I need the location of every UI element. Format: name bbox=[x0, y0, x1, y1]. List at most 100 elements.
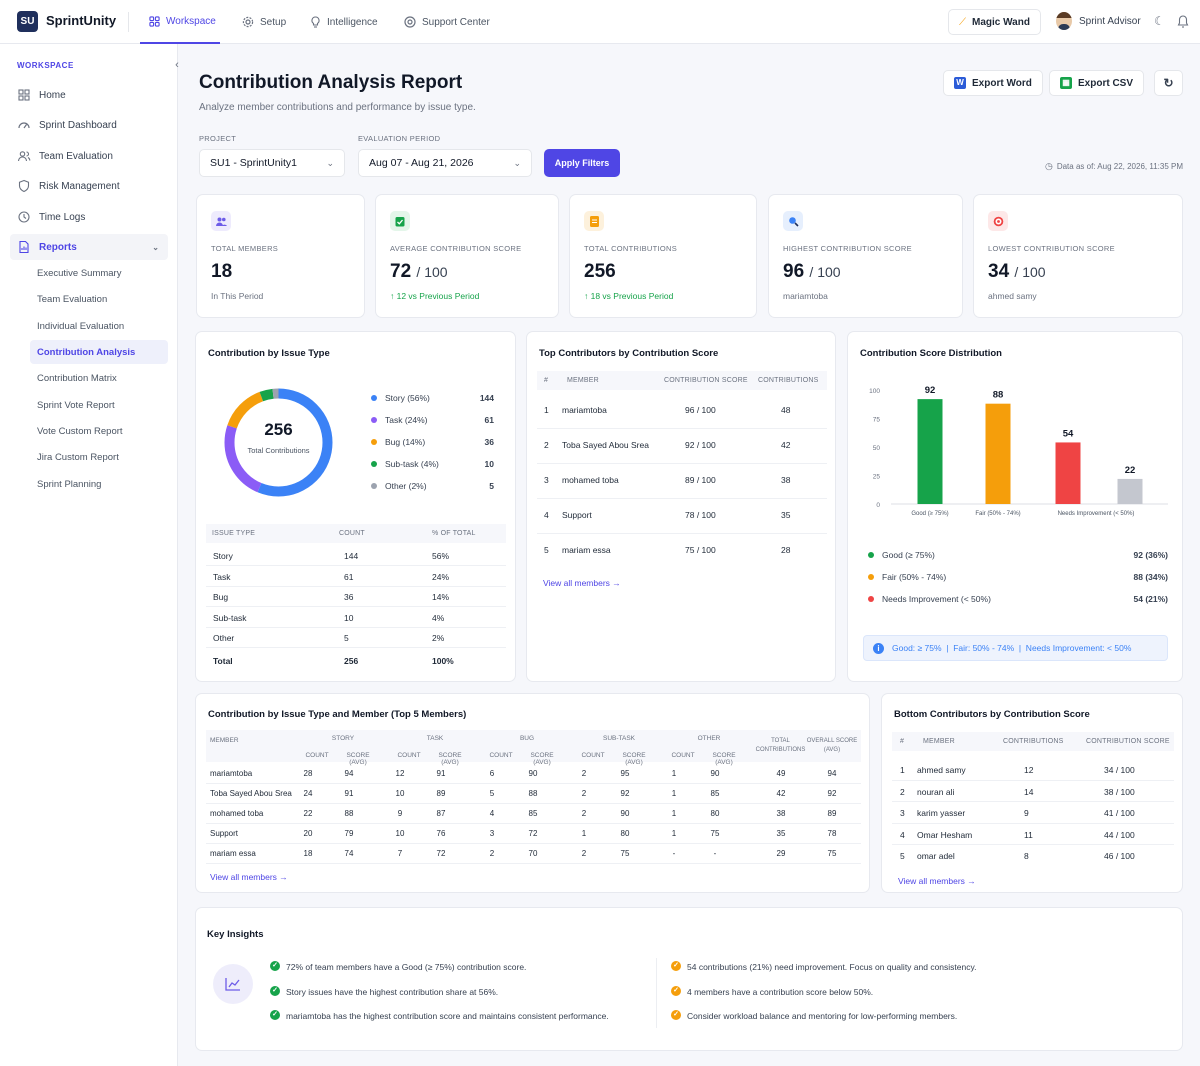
bar[interactable] bbox=[917, 399, 943, 504]
score-cell: 34 / 100 bbox=[1104, 765, 1135, 775]
tab-workspace[interactable]: Workspace bbox=[140, 0, 220, 44]
value-cell: 70 bbox=[528, 849, 538, 858]
value-cell: 79 bbox=[344, 829, 354, 838]
sidebar-item-risk-management[interactable]: Risk Management bbox=[10, 173, 168, 199]
percent-cell: 2% bbox=[432, 633, 445, 643]
member-cell: Toba Sayed Abou Srea bbox=[210, 789, 292, 798]
value-cell: 75 bbox=[710, 829, 720, 838]
sidebar-item-team-evaluation[interactable]: Team Evaluation bbox=[10, 143, 168, 169]
contributions-cell: 35 bbox=[781, 510, 791, 520]
bar-value-label: 22 bbox=[1125, 465, 1136, 476]
tab-intelligence[interactable]: Intelligence bbox=[310, 0, 378, 44]
legend-swatch bbox=[371, 439, 377, 445]
donut-slice-other[interactable] bbox=[224, 388, 333, 497]
value-cell: 6 bbox=[489, 769, 495, 778]
users-icon bbox=[17, 151, 31, 162]
chevron-down-icon: ⌄ bbox=[326, 157, 334, 168]
sidebar-subitem-sprint-planning[interactable]: Sprint Planning bbox=[37, 478, 102, 490]
collapse-sidebar-icon[interactable]: ‹ bbox=[175, 59, 179, 71]
value-cell: 1 bbox=[671, 789, 677, 798]
kpi-card-total-members: TOTAL MEMBERS 18 In This Period bbox=[196, 194, 365, 318]
bar[interactable] bbox=[985, 403, 1011, 504]
moon-icon[interactable]: ☾ bbox=[1154, 14, 1165, 28]
sub-header: COUNT bbox=[489, 752, 513, 759]
sidebar-subitem-team-evaluation[interactable]: Team Evaluation bbox=[37, 293, 108, 305]
sub-header: SCORE (AVG) bbox=[712, 752, 736, 766]
count-cell: 5 bbox=[344, 633, 349, 643]
project-select[interactable]: SU1 - SprintUnity1 ⌄ bbox=[199, 149, 345, 177]
tab-support-center[interactable]: Support Center bbox=[404, 0, 490, 44]
value-cell: 88 bbox=[344, 809, 354, 818]
app-name[interactable]: SprintUnity bbox=[46, 13, 117, 28]
view-all-members-link[interactable]: View all members → bbox=[898, 876, 976, 886]
x-tick-label: Good (≥ 75%) bbox=[911, 511, 948, 517]
count-cell: 61 bbox=[344, 571, 354, 582]
card-title: Key Insights bbox=[207, 929, 264, 940]
value-cell: 85 bbox=[528, 809, 538, 818]
app-logo[interactable]: SU bbox=[17, 11, 38, 32]
sidebar-item-reports[interactable]: Reports ⌄ bbox=[10, 234, 168, 260]
export-word-button[interactable]: W Export Word bbox=[943, 70, 1043, 96]
issue-type-cell: Story bbox=[213, 551, 233, 561]
bar[interactable] bbox=[1117, 478, 1143, 504]
row-divider bbox=[206, 647, 506, 648]
legend-good: Good (≥ 75%) 92 (36%) bbox=[868, 550, 1168, 560]
contributions-cell: 8 bbox=[1024, 851, 1029, 861]
sprint-advisor[interactable]: Sprint Advisor bbox=[1056, 12, 1141, 30]
tab-setup[interactable]: Setup bbox=[242, 0, 286, 44]
sidebar-item-sprint-dashboard[interactable]: Sprint Dashboard bbox=[10, 112, 168, 138]
row-divider bbox=[206, 843, 861, 844]
apply-filters-button[interactable]: Apply Filters bbox=[544, 149, 620, 177]
legend-value: 54 (21%) bbox=[1133, 594, 1169, 604]
value-cell: 9 bbox=[397, 809, 403, 818]
row-divider bbox=[206, 823, 861, 824]
value-cell: 29 bbox=[776, 849, 786, 858]
top-bar: SU SprintUnity Workspace Setup Intellige… bbox=[0, 0, 1200, 44]
legend-sub-task: Sub-task (4%) 10 bbox=[371, 459, 494, 469]
sidebar-item-home[interactable]: Home bbox=[10, 82, 168, 108]
bulb-icon bbox=[311, 16, 320, 28]
sidebar-subitem-contribution-analysis[interactable]: Contribution Analysis bbox=[30, 340, 168, 364]
matrix-card: Contribution by Issue Type and Member (T… bbox=[195, 693, 870, 893]
value-cell: 7 bbox=[397, 849, 403, 858]
view-all-members-link[interactable]: View all members → bbox=[210, 872, 288, 882]
sidebar-subitem-contribution-matrix[interactable]: Contribution Matrix bbox=[37, 372, 117, 384]
contributions-cell: 11 bbox=[1024, 829, 1033, 840]
total-count-cell: 256 bbox=[344, 656, 359, 666]
row-divider bbox=[537, 498, 827, 499]
sidebar-subitem-sprint-vote-report[interactable]: Sprint Vote Report bbox=[37, 399, 115, 411]
sidebar-item-label: Reports bbox=[39, 241, 77, 253]
info-text: Good: ≥ 75% | Fair: 50% - 74% | Needs Im… bbox=[892, 643, 1132, 653]
kpi-label: HIGHEST CONTRIBUTION SCORE bbox=[783, 244, 912, 253]
sidebar-subitem-jira-custom-report[interactable]: Jira Custom Report bbox=[37, 451, 119, 463]
bell-icon[interactable] bbox=[1177, 15, 1189, 28]
sidebar-subitem-vote-custom-report[interactable]: Vote Custom Report bbox=[37, 425, 123, 437]
bar[interactable] bbox=[1055, 442, 1081, 504]
sidebar-subitem-executive-summary[interactable]: Executive Summary bbox=[37, 267, 122, 279]
legend-task: Task (24%) 61 bbox=[371, 415, 494, 425]
value-cell: 22 bbox=[303, 809, 313, 818]
kpi-number: 18 bbox=[211, 261, 233, 282]
kpi-label: LOWEST CONTRIBUTION SCORE bbox=[988, 244, 1115, 253]
project-select-value: SU1 - SprintUnity1 bbox=[210, 157, 297, 169]
value-cell: 90 bbox=[710, 769, 720, 778]
issue-type-cell: Other bbox=[213, 633, 235, 643]
view-all-members-link[interactable]: View all members → bbox=[543, 578, 621, 588]
period-select[interactable]: Aug 07 - Aug 21, 2026 ⌄ bbox=[358, 149, 532, 177]
issue-type-card: Contribution by Issue Type 256 Total Con… bbox=[195, 331, 516, 682]
legend-value: 144 bbox=[479, 393, 494, 403]
value-cell: 2 bbox=[581, 809, 587, 818]
sidebar-item-time-logs[interactable]: Time Logs bbox=[10, 204, 168, 230]
refresh-button[interactable]: ↻ bbox=[1154, 70, 1183, 96]
donut-center-label: Total Contributions bbox=[247, 446, 310, 455]
donut-slice-task[interactable] bbox=[224, 388, 333, 497]
document-icon bbox=[584, 211, 604, 231]
legend-swatch bbox=[371, 461, 377, 467]
card-title: Top Contributors by Contribution Score bbox=[539, 348, 719, 359]
export-csv-button[interactable]: ▦ Export CSV bbox=[1049, 70, 1145, 96]
sidebar-subitem-individual-evaluation[interactable]: Individual Evaluation bbox=[37, 320, 125, 332]
magic-wand-button[interactable]: ⟋ Magic Wand bbox=[948, 9, 1041, 35]
chevron-down-icon: ⌄ bbox=[513, 157, 521, 168]
tab-label: Intelligence bbox=[327, 16, 378, 28]
percent-cell: 4% bbox=[432, 612, 445, 623]
